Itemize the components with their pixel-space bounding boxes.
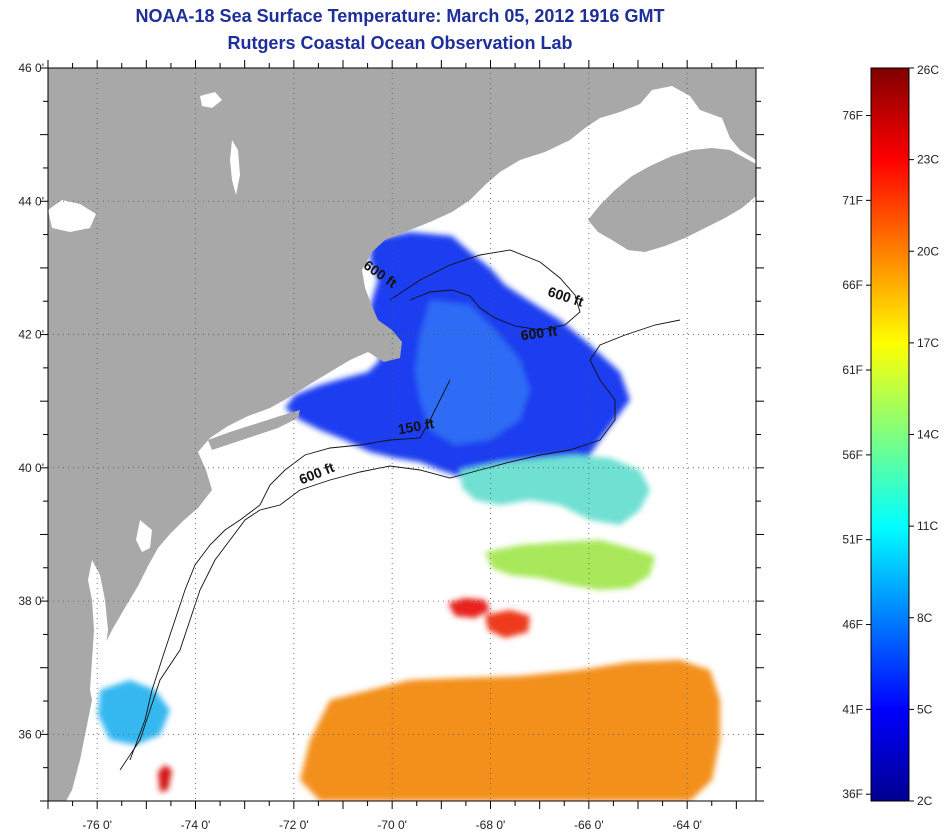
sst-small-red bbox=[158, 765, 172, 792]
colorbar-fahrenheit-label: 71F bbox=[842, 193, 863, 207]
lake-champlain bbox=[230, 140, 240, 195]
latitude-axis: 46 0' 44 0' 42 0' 40 0' 38 0' 36 0' bbox=[18, 61, 764, 802]
lat-tick-label: 44 0' bbox=[18, 194, 44, 208]
colorbar-gradient bbox=[870, 67, 910, 802]
map-subtitle: Rutgers Coastal Ocean Observation Lab bbox=[227, 33, 573, 53]
sst-green-band bbox=[485, 540, 655, 590]
sst-orange-south bbox=[300, 660, 720, 801]
graticule bbox=[48, 68, 756, 801]
chesapeake-bay bbox=[88, 560, 108, 710]
contour-label: 150 ft bbox=[396, 415, 435, 437]
lat-tick-label: 40 0' bbox=[18, 461, 44, 475]
contour-label: 600 ft bbox=[520, 322, 559, 343]
colorbar-celsius-label: 8C bbox=[917, 611, 933, 625]
lon-tick-label: -70 0' bbox=[377, 818, 407, 832]
contour-gulf-maine bbox=[389, 249, 581, 331]
colorbar-celsius-label: 2C bbox=[917, 794, 933, 808]
sst-swaths bbox=[98, 232, 720, 801]
colorbar-celsius-label: 23C bbox=[917, 153, 939, 167]
sst-warm-red bbox=[448, 598, 490, 618]
lon-tick-label: -74 0' bbox=[181, 818, 211, 832]
sst-cyan-coast bbox=[98, 680, 170, 745]
colorbar-celsius-label: 20C bbox=[917, 244, 939, 258]
lon-tick-label: -66 0' bbox=[574, 818, 604, 832]
colorbar-celsius-labels: 26C 23C 20C 17C 14C 11C 8C 5C 2C bbox=[909, 63, 939, 808]
landmass bbox=[48, 68, 756, 801]
lat-tick-label: 42 0' bbox=[18, 328, 44, 342]
contour-600ft-shelf bbox=[119, 319, 681, 771]
land-nova-scotia bbox=[588, 148, 756, 252]
colorbar-celsius-label: 26C bbox=[917, 63, 939, 77]
lon-tick-label: -72 0' bbox=[279, 818, 309, 832]
lake-ontario bbox=[48, 200, 96, 232]
colorbar-fahrenheit-label: 41F bbox=[842, 702, 863, 716]
lon-tick-label: -64 0' bbox=[672, 818, 702, 832]
colorbar-celsius-label: 5C bbox=[917, 702, 933, 716]
map-panel: 46 0' 44 0' 42 0' 40 0' 38 0' 36 0' -76 0' -74… bbox=[18, 60, 764, 832]
sst-mid-blue bbox=[415, 300, 530, 445]
lat-tick-label: 38 0' bbox=[18, 594, 44, 608]
colorbar-celsius-label: 11C bbox=[917, 519, 938, 533]
longitude-axis: -76 0' -74 0' -72 0' -70 0' -68 0' -66 0' -64 … bbox=[47, 60, 737, 832]
colorbar: 26C 23C 20C 17C 14C 11C 8C 5C 2C 76F 71F 66F 61F 56F… bbox=[842, 63, 939, 808]
colorbar-fahrenheit-labels: 76F 71F 66F 61F 56F 51F 46F 41F 36F bbox=[842, 109, 871, 801]
colorbar-celsius-label: 17C bbox=[917, 336, 939, 350]
lat-tick-label: 36 0' bbox=[18, 727, 44, 741]
contour-150ft bbox=[129, 379, 451, 761]
colorbar-fahrenheit-label: 61F bbox=[842, 363, 863, 377]
lon-tick-label: -68 0' bbox=[476, 818, 506, 832]
colorbar-fahrenheit-label: 76F bbox=[842, 109, 863, 123]
land-north-america bbox=[48, 68, 756, 801]
lake-small bbox=[200, 92, 222, 108]
map-title: NOAA-18 Sea Surface Temperature: March 0… bbox=[135, 6, 665, 26]
lon-tick-label: -76 0' bbox=[82, 818, 112, 832]
colorbar-fahrenheit-label: 46F bbox=[842, 618, 863, 632]
colorbar-fahrenheit-label: 36F bbox=[842, 787, 863, 801]
sst-cyan-patch bbox=[460, 455, 650, 525]
colorbar-celsius-label: 14C bbox=[917, 428, 939, 442]
sst-warm-red-2 bbox=[485, 610, 530, 638]
land-long-island bbox=[208, 410, 300, 450]
colorbar-fahrenheit-label: 56F bbox=[842, 448, 863, 462]
bathymetry-contours bbox=[119, 249, 681, 771]
colorbar-fahrenheit-label: 66F bbox=[842, 278, 863, 292]
lat-tick-label: 46 0' bbox=[18, 61, 44, 75]
colorbar-fahrenheit-label: 51F bbox=[842, 533, 863, 547]
delaware-bay bbox=[136, 520, 152, 552]
